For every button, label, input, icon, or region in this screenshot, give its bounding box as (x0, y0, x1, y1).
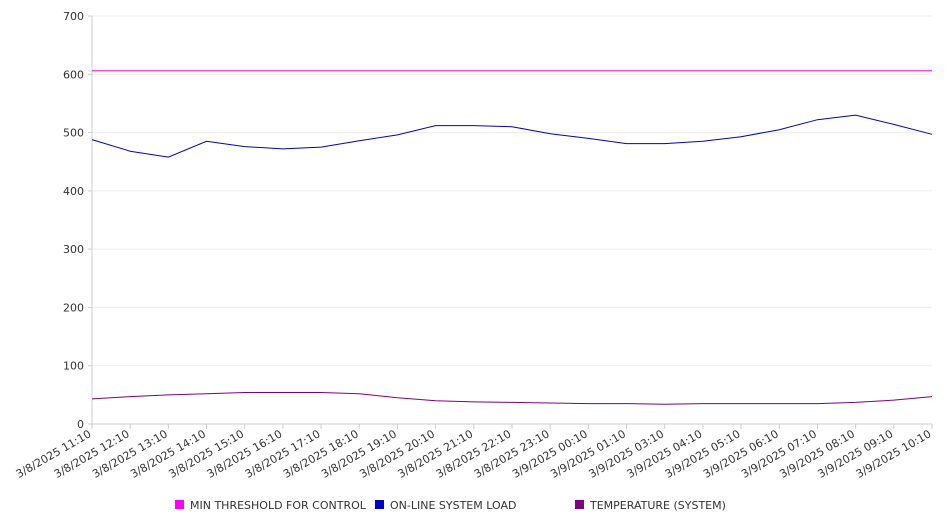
legend-swatch-1 (375, 500, 384, 509)
grid-lines (92, 15, 932, 367)
series-line-2 (91, 392, 933, 405)
axes (91, 16, 932, 425)
y-tick-label: 100 (63, 360, 84, 373)
legend-label-2: TEMPERATURE (SYSTEM) (589, 499, 726, 512)
y-tick-label: 500 (63, 127, 84, 140)
legend-swatch-2 (575, 500, 584, 509)
y-tick-label: 200 (63, 301, 84, 314)
legend-label-0: MIN THRESHOLD FOR CONTROL (190, 499, 367, 512)
x-tick-labels: 3/8/2025 11:103/8/2025 12:103/8/2025 13:… (14, 424, 934, 481)
legend: MIN THRESHOLD FOR CONTROL ON-LINE SYSTEM … (175, 499, 726, 512)
y-tick-label: 400 (63, 185, 84, 198)
series-line-1 (91, 114, 933, 158)
series-lines (91, 70, 933, 405)
y-tick-labels: 0 100 200 300 400 500 600 700 (63, 10, 92, 431)
y-tick-label: 600 (63, 68, 84, 81)
legend-label-1: ON-LINE SYSTEM LOAD (390, 499, 516, 512)
y-tick-label: 300 (63, 243, 84, 256)
legend-swatch-0 (175, 500, 184, 509)
y-tick-label: 0 (77, 418, 84, 431)
y-tick-label: 700 (63, 10, 84, 23)
